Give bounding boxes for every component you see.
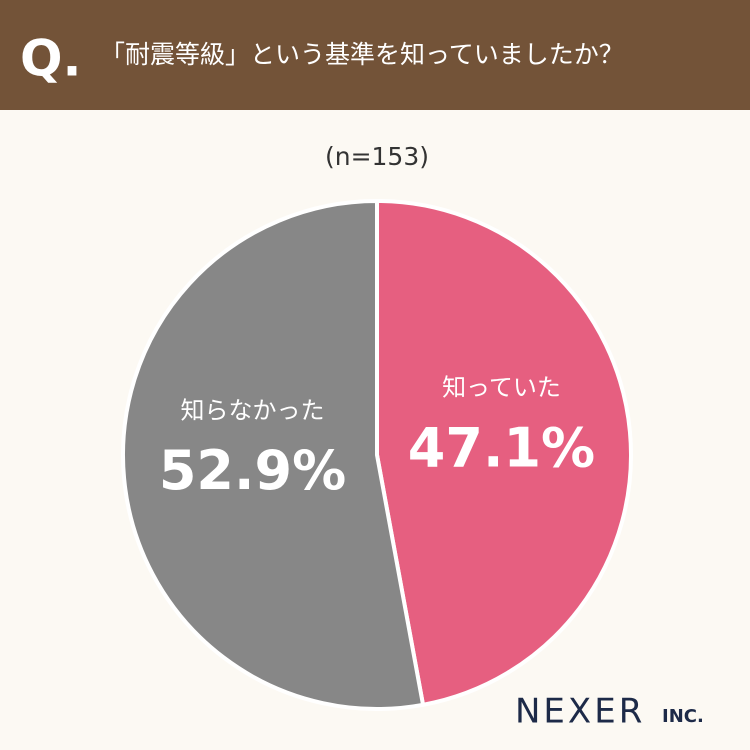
slice-value-label: 52.9% <box>159 439 346 502</box>
chart-title: 「耐震等級」という基準を知っていましたか？ <box>100 40 624 69</box>
brand-name: NEXER <box>515 692 645 732</box>
slice-category-label: 知らなかった <box>181 396 325 424</box>
pie-slice <box>121 198 426 711</box>
brand-suffix: INC. <box>662 706 704 727</box>
slice-category-label: 知っていた <box>442 374 561 402</box>
pie: 知っていた 47.1% 知らなかった 52.9% <box>121 198 633 711</box>
question-mark: Q. <box>20 30 82 88</box>
pie-slice <box>375 198 633 708</box>
header-band <box>0 0 750 110</box>
chart-subtitle: (n=153) <box>325 142 429 171</box>
slice-value-label: 47.1% <box>408 416 595 479</box>
